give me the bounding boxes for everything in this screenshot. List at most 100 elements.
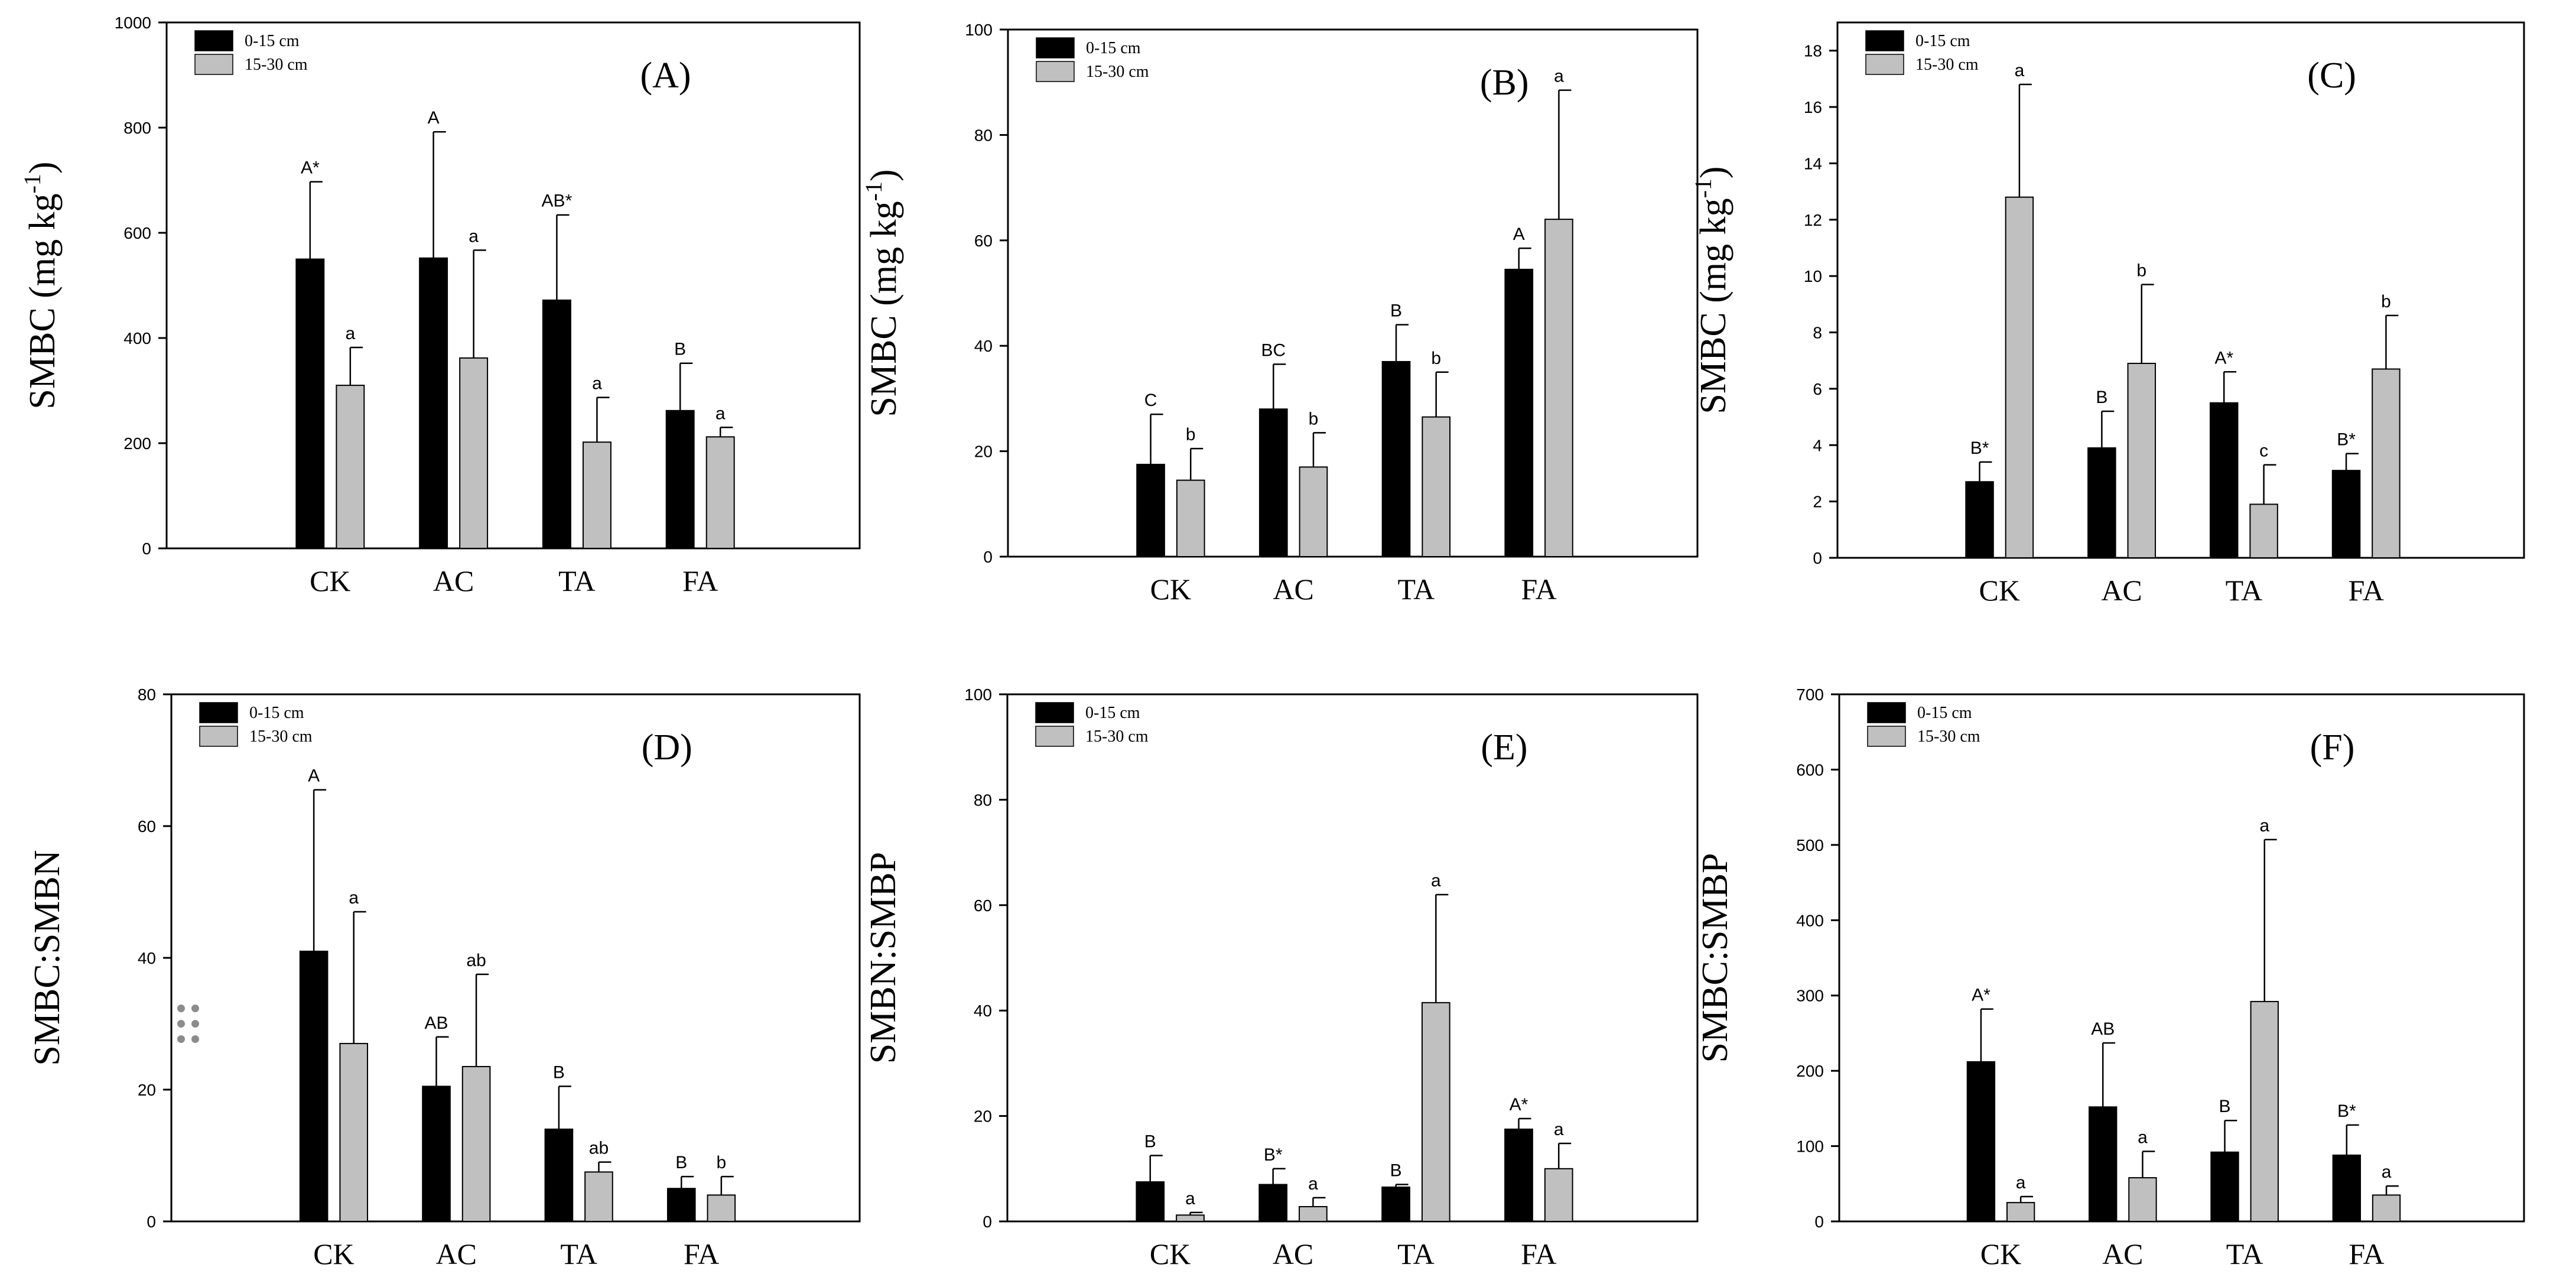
bar-ck-series1 <box>1966 1061 1996 1222</box>
bar-fa-series2 <box>2372 1194 2401 1223</box>
significance-label: B* <box>2337 430 2356 450</box>
bar-fa-series1 <box>1504 1128 1533 1223</box>
legend: 0-15 cm 15-30 cm <box>199 702 313 747</box>
bar-ac-series1 <box>1258 1184 1288 1223</box>
significance-label: B <box>2096 388 2107 407</box>
bar-fa-series2 <box>707 1194 736 1223</box>
legend: 0-15 cm 15-30 cm <box>1035 702 1149 747</box>
drag-handle-icon[interactable] <box>177 1005 203 1046</box>
x-tick-label: AC <box>433 564 474 597</box>
bar-fa-series2 <box>2372 368 2401 559</box>
significance-label: a <box>2138 1127 2148 1147</box>
bar-fa-series1 <box>666 1188 696 1222</box>
bar-ta-series1 <box>2210 1151 2239 1223</box>
significance-label: A <box>308 766 320 786</box>
y-axis-label: SMBC (mg kg-1) <box>19 161 63 409</box>
x-tick-label: AC <box>1273 573 1313 606</box>
legend-swatch-2 <box>1867 726 1906 747</box>
legend-swatch-1 <box>1865 30 1904 51</box>
significance-label: a <box>592 374 602 394</box>
y-axis-label-superscript: -1 <box>19 174 45 193</box>
y-tick-label: 0 <box>147 1213 156 1231</box>
bar-ck-series2 <box>339 1042 369 1222</box>
significance-label: a <box>346 324 356 343</box>
chart-panel-a: 0 200 400 600 800 1000 SMBC (mg kg-1) (A) 0-15 c… <box>19 14 861 597</box>
legend-swatch-1 <box>1867 702 1906 723</box>
bar-ac-series2 <box>1299 1206 1328 1223</box>
bar-ck-series2 <box>1176 1214 1205 1222</box>
significance-label: b <box>1186 425 1196 444</box>
legend-label-1: 0-15 cm <box>1085 704 1140 722</box>
significance-label: B <box>1390 301 1402 321</box>
y-tick-label: 300 <box>1796 987 1824 1005</box>
significance-label: a <box>2015 61 2025 80</box>
y-tick-label: 10 <box>1804 267 1822 285</box>
significance-label: AB* <box>542 191 573 211</box>
significance-label: A <box>428 108 440 128</box>
legend-label-1: 0-15 cm <box>1086 39 1141 57</box>
y-tick-label: 60 <box>974 896 992 915</box>
significance-label: B <box>674 340 686 359</box>
x-tick-label: CK <box>1150 1237 1191 1270</box>
y-tick-label: 80 <box>974 791 992 809</box>
plot-frame <box>165 21 861 550</box>
significance-label: a <box>1185 1189 1195 1208</box>
bar-ac-series1 <box>1258 408 1288 557</box>
bar-ta-series2 <box>2250 1000 2279 1222</box>
y-axis-label-end: ) <box>1693 166 1733 178</box>
bar-ck-series2 <box>2005 196 2034 559</box>
legend-label-2: 15-30 cm <box>1085 727 1149 746</box>
bar-ck-series1 <box>1965 481 1994 558</box>
legend-swatch-1 <box>194 30 233 51</box>
significance-label: b <box>1309 409 1319 428</box>
y-tick-label: 400 <box>123 329 151 347</box>
bar-ta-series2 <box>2249 503 2278 559</box>
significance-label: B* <box>1970 438 1989 458</box>
bar-fa-series1 <box>665 410 695 549</box>
significance-label: b <box>2136 261 2146 280</box>
x-tick-label: AC <box>2101 574 2142 607</box>
panel-title: (B) <box>1480 63 1529 103</box>
y-tick-label: 500 <box>1796 836 1824 854</box>
significance-label: B <box>1390 1161 1402 1181</box>
bar-fa-series2 <box>705 436 735 549</box>
y-tick-label: 80 <box>138 685 156 704</box>
legend-swatch-2 <box>1035 726 1074 747</box>
chart-panel-b: 0 20 40 60 80 100 SMBC (mg kg-1) (B) 0-15 cm 15-3… <box>860 21 1699 606</box>
plot-frame <box>1836 21 2525 559</box>
x-tick-label: TA <box>2226 574 2263 607</box>
bar-ta-series2 <box>582 441 612 549</box>
significance-label: a <box>1554 67 1564 86</box>
significance-label: C <box>1144 391 1157 410</box>
y-tick-label: 100 <box>965 21 993 39</box>
legend-label-2: 15-30 cm <box>249 727 313 746</box>
y-tick-label: 40 <box>974 337 993 355</box>
significance-label: a <box>1308 1174 1318 1194</box>
y-axis-label-main: SMBC:SMBP <box>1695 853 1735 1063</box>
y-tick-label: 0 <box>1814 1213 1824 1231</box>
y-tick-label: 14 <box>1804 154 1822 173</box>
bar-ta-series2 <box>1421 1002 1450 1222</box>
x-tick-label: FA <box>2349 574 2384 607</box>
y-tick-label: 60 <box>974 232 993 250</box>
significance-label: B <box>1144 1132 1156 1152</box>
x-tick-label: TA <box>1397 1237 1435 1270</box>
x-tick-label: CK <box>313 1237 354 1270</box>
x-tick-label: FA <box>684 1237 719 1270</box>
legend-label-1: 0-15 cm <box>249 704 304 722</box>
legend: 0-15 cm 15-30 cm <box>1867 702 1980 747</box>
y-axis-label: SMBC:SMBN <box>27 850 67 1065</box>
bar-fa-series1 <box>2332 1154 2361 1223</box>
legend-label-2: 15-30 cm <box>1086 63 1149 81</box>
x-tick-label: FA <box>2349 1237 2384 1270</box>
bar-ck-series2 <box>336 385 365 549</box>
significance-label: a <box>715 404 726 423</box>
y-tick-label: 80 <box>974 126 993 144</box>
bar-ck-series1 <box>295 258 325 549</box>
bar-ac-series2 <box>1299 466 1328 557</box>
legend-label-2: 15-30 cm <box>1915 56 1979 74</box>
significance-label: A* <box>2214 348 2233 368</box>
y-axis-label-main: SMBC (mg kg <box>1693 198 1733 414</box>
significance-label: a <box>2016 1173 2026 1192</box>
bar-ck-series1 <box>1136 463 1165 558</box>
